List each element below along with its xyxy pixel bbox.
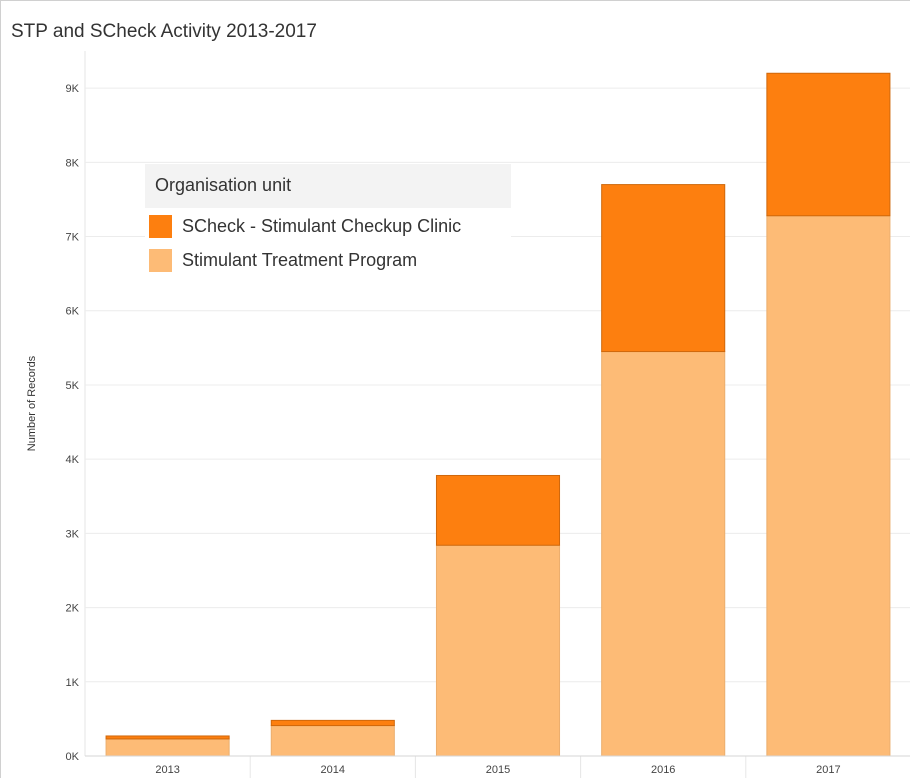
bar-2016-scheck [601,184,726,353]
bar-2015-stp [435,544,561,757]
bar-2017-stp [766,215,891,757]
x-tick-label-2017: 2017 [816,764,840,776]
legend-swatch-stp [149,249,172,272]
bar-2014-scheck [270,719,395,727]
legend-label-stp: Stimulant Treatment Program [182,250,418,270]
y-tick-label-7K: 7K [66,232,80,244]
y-tick-label-6K: 6K [66,306,80,318]
legend[interactable]: Organisation unit SCheck - Stimulant Che… [145,164,511,280]
bar-2013-scheck [105,735,230,740]
y-tick-label-3K: 3K [66,528,80,540]
legend-item-stp[interactable]: Stimulant Treatment Program [149,248,509,274]
y-tick-label-8K: 8K [66,157,80,169]
y-axis-label: Number of Records [26,355,38,451]
legend-label-scheck: SCheck - Stimulant Checkup Clinic [182,216,462,236]
bar-2017-scheck [766,72,891,217]
chart-title: STP and SCheck Activity 2013-2017 [11,21,317,42]
bar-2015-scheck [435,474,561,546]
legend-item-scheck[interactable]: SCheck - Stimulant Checkup Clinic [149,214,509,240]
x-tick-label-2014: 2014 [321,764,345,776]
y-tick-label-1K: 1K [66,677,80,689]
y-tick-label-5K: 5K [66,380,80,392]
y-tick-label-0K: 0K [66,751,80,763]
y-tick-label-2K: 2K [66,603,80,615]
y-tick-label-4K: 4K [66,454,80,466]
bar-2013-stp [105,738,230,757]
legend-swatch-scheck [149,215,172,238]
bar-2016-stp [601,351,726,757]
x-tick-label-2013: 2013 [155,764,179,776]
y-tick-label-9K: 9K [66,83,80,95]
bar-2014-stp [270,725,395,757]
x-tick-label-2015: 2015 [486,764,510,776]
legend-title: Organisation unit [155,175,292,195]
x-tick-label-2016: 2016 [651,764,675,776]
legend-header: Organisation unit [145,164,511,208]
